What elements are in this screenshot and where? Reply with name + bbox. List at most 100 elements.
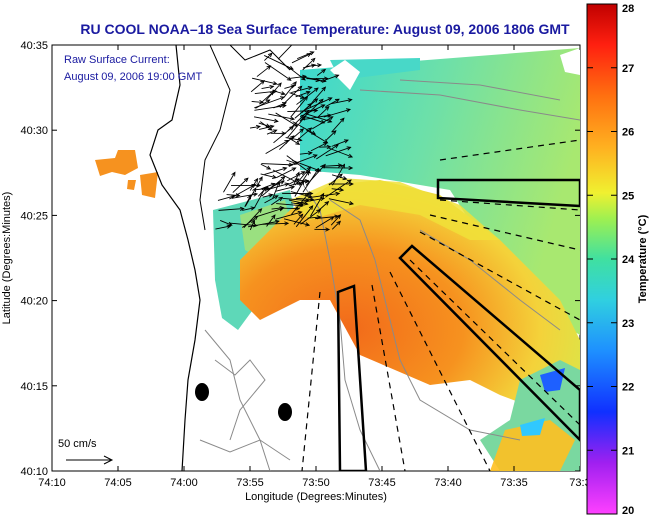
current-vector	[220, 220, 232, 226]
current-vector-head	[348, 165, 354, 171]
current-vector-head	[313, 108, 319, 113]
current-vector	[294, 166, 311, 186]
current-vector	[302, 114, 332, 121]
current-vector-head	[289, 125, 295, 131]
current-vector-head	[270, 182, 276, 187]
current-vector-head	[321, 163, 326, 169]
current-vector-head	[297, 210, 303, 215]
current-vector	[272, 181, 280, 199]
current-vector	[261, 163, 293, 166]
current-vector	[242, 207, 255, 211]
current-vector-head	[300, 171, 306, 176]
current-vector	[315, 216, 334, 229]
current-vector-head	[308, 205, 314, 210]
shipping-lanes	[336, 178, 580, 471]
current-vector-head	[321, 78, 327, 83]
colorbar-ticks: 28 27 26 25 24 23 22 21 20	[587, 3, 635, 517]
colorbar-tick-label: 22	[622, 382, 634, 394]
current-vector	[258, 122, 270, 127]
current-vector-head	[243, 177, 249, 183]
current-vector-head	[309, 197, 315, 202]
current-vector	[305, 77, 320, 82]
current-vector-head	[349, 181, 354, 187]
current-vector-head	[323, 139, 329, 144]
current-vector	[299, 152, 312, 155]
colorbar-tick-label: 24	[622, 254, 635, 266]
current-vector	[331, 99, 352, 105]
current-vector	[279, 135, 295, 150]
current-vector-head	[298, 203, 304, 208]
current-vector	[262, 194, 273, 198]
current-vector	[264, 62, 292, 81]
current-vector-head	[303, 95, 309, 101]
current-vector	[325, 98, 340, 108]
current-vector-head	[266, 165, 272, 170]
current-vector-head	[281, 102, 287, 107]
y-tick-label: 40:10	[20, 466, 48, 478]
current-vector-head	[277, 82, 282, 88]
current-vector-head	[252, 187, 257, 193]
current-vector	[265, 140, 289, 155]
current-vector-head	[272, 129, 278, 134]
current-vector-head	[278, 196, 284, 202]
current-vector-head	[295, 171, 300, 177]
current-vector	[301, 103, 312, 113]
colorbar-tick-label: 25	[622, 190, 634, 202]
current-vector	[331, 188, 344, 191]
current-vector-head	[273, 195, 279, 200]
colorbar-tick-label: 27	[622, 63, 634, 75]
current-vector-head	[334, 144, 339, 149]
current-vector	[276, 167, 296, 178]
current-vector-head	[324, 200, 330, 206]
current-vector	[310, 193, 325, 217]
current-vector-head	[255, 124, 261, 130]
y-tick-label: 40:20	[20, 296, 48, 308]
current-vector-head	[310, 57, 316, 63]
x-tick-label: 73:40	[434, 477, 462, 489]
current-vector-head	[272, 81, 278, 86]
current-vector-head	[267, 126, 273, 131]
current-vector	[331, 118, 345, 133]
colorbar-tick-label: 26	[622, 127, 634, 139]
current-vector	[288, 154, 318, 167]
current-vector	[300, 209, 321, 225]
current-vector-head	[347, 98, 353, 103]
x-tick-label: 73:3	[569, 477, 590, 489]
current-vector	[288, 199, 308, 205]
current-vector-head	[331, 130, 337, 135]
current-vector	[271, 197, 283, 206]
current-vector-head	[290, 185, 296, 190]
x-tick-label: 74:05	[104, 477, 132, 489]
current-vector-head	[269, 124, 275, 129]
current-vector	[261, 176, 286, 197]
x-tick-label: 73:55	[236, 477, 264, 489]
current-vector-head	[321, 86, 327, 92]
current-vector	[277, 45, 293, 60]
current-vector-head	[334, 98, 340, 103]
current-vector	[288, 178, 299, 185]
current-vector	[283, 218, 310, 226]
current-vector	[303, 97, 332, 112]
current-vector	[229, 222, 257, 227]
x-tick-label: 74:10	[38, 477, 66, 489]
current-vector-head	[307, 127, 313, 132]
current-vector	[292, 159, 321, 172]
current-vector-head	[303, 201, 309, 206]
current-vector	[256, 65, 271, 77]
current-vector	[295, 197, 314, 201]
current-vector-head	[318, 98, 324, 104]
colorbar-tick-label: 20	[622, 505, 634, 517]
current-vector	[331, 221, 341, 230]
current-vector-head	[324, 105, 330, 111]
current-vector-head	[308, 191, 314, 196]
current-vector-head	[267, 52, 273, 58]
current-vector	[317, 106, 330, 118]
current-vector-head	[282, 166, 288, 171]
current-vector	[253, 187, 266, 209]
current-vector	[299, 171, 310, 186]
current-vector-head	[286, 76, 292, 81]
y-tick-label: 40:15	[20, 381, 48, 393]
current-vector	[232, 177, 249, 193]
current-vector	[217, 195, 235, 201]
current-vector-head	[305, 170, 310, 176]
